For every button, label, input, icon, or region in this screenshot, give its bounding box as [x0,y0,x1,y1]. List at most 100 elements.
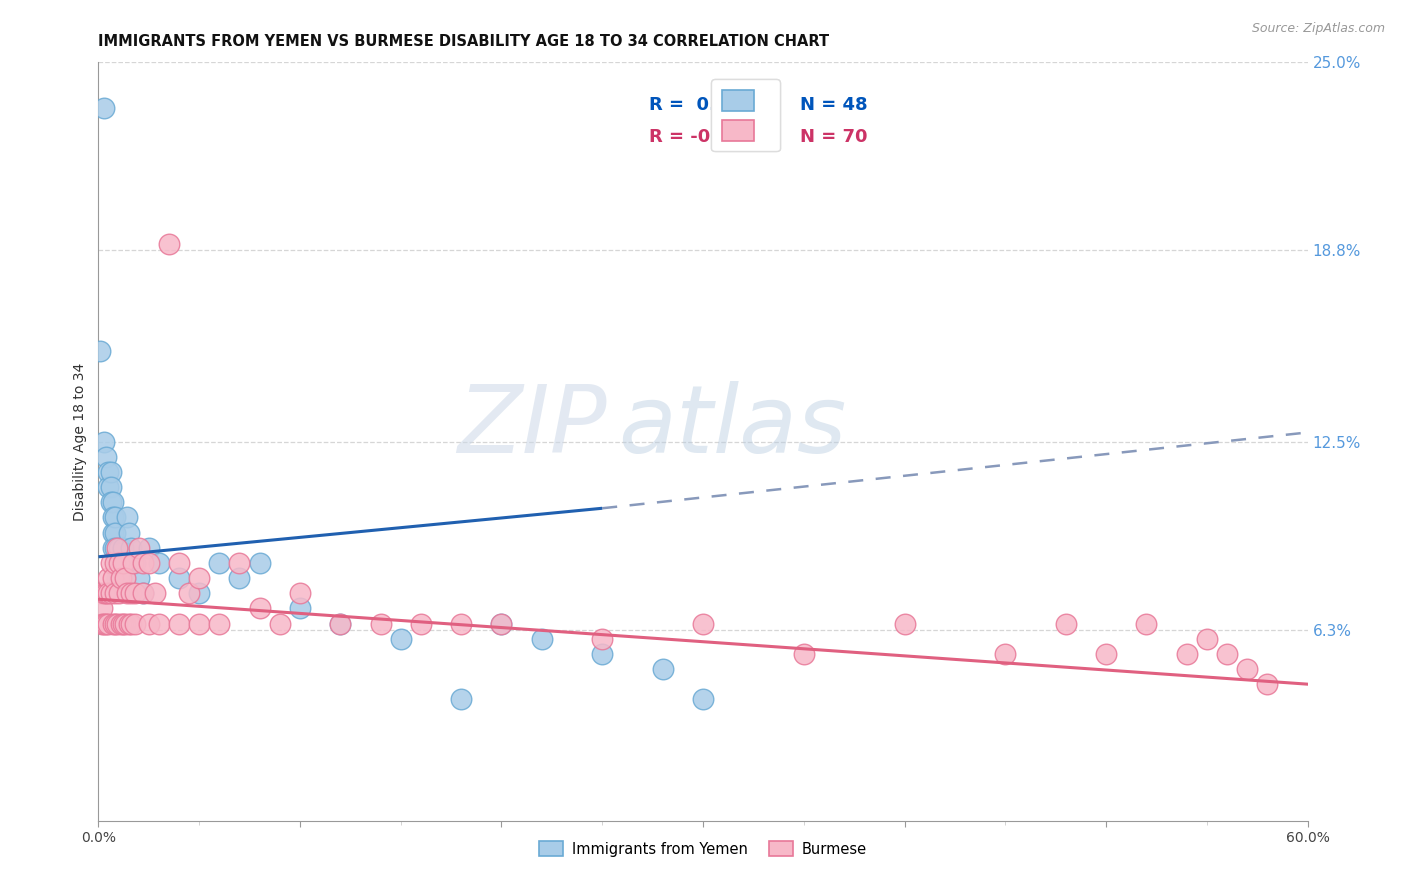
Point [97,616,120,631]
Point [101,510,124,524]
Point [143,586,166,600]
Point [107,586,129,600]
Point [101,525,124,540]
Point [148,556,170,570]
Point [329,616,352,631]
Point [1195,632,1218,646]
Point [105,571,128,585]
Point [138,556,160,570]
Point [651,662,673,676]
Point [101,616,124,631]
Point [111,556,134,570]
Point [96,586,118,600]
Point [93,586,115,600]
Point [103,616,125,631]
Text: ZIP: ZIP [457,381,606,472]
Point [107,556,129,570]
Y-axis label: Disability Age 18 to 34: Disability Age 18 to 34 [73,362,87,521]
Point [101,571,124,585]
Point [1135,616,1157,631]
Point [124,616,146,631]
Point [89,343,111,358]
Point [103,586,125,600]
Point [111,616,134,631]
Point [121,556,143,570]
Point [91,616,114,631]
Point [1175,647,1198,661]
Point [97,465,120,479]
Point [132,556,155,570]
Point [107,556,129,570]
Point [138,541,160,555]
Point [450,616,472,631]
Point [120,616,142,631]
Point [103,541,125,555]
Point [128,541,150,555]
Text: R =  0.057: R = 0.057 [648,96,754,114]
Point [91,601,114,615]
Point [103,525,125,540]
Point [115,510,138,524]
Point [111,541,134,555]
Point [100,495,122,509]
Point [208,556,231,570]
Point [105,541,128,555]
Point [994,647,1017,661]
Point [132,586,155,600]
Point [167,556,190,570]
Point [114,571,136,585]
Point [96,616,118,631]
Point [491,616,513,631]
Point [188,616,211,631]
Point [329,616,352,631]
Point [93,101,115,115]
Point [128,571,150,585]
Point [288,586,311,600]
Text: R = -0.148: R = -0.148 [648,128,755,146]
Point [288,601,311,615]
Point [110,616,132,631]
Point [188,571,211,585]
Point [110,571,132,585]
Point [100,556,122,570]
Point [530,632,553,646]
Point [249,601,271,615]
Point [157,237,180,252]
Point [103,556,125,570]
Point [893,616,915,631]
Text: IMMIGRANTS FROM YEMEN VS BURMESE DISABILITY AGE 18 TO 34 CORRELATION CHART: IMMIGRANTS FROM YEMEN VS BURMESE DISABIL… [98,34,830,49]
Point [97,571,120,585]
Point [132,586,155,600]
Point [591,647,613,661]
Point [228,556,250,570]
Point [370,616,392,631]
Point [118,616,141,631]
Point [120,541,142,555]
Point [591,632,613,646]
Point [107,571,129,585]
Point [115,586,138,600]
Point [110,556,132,570]
Point [120,586,142,600]
Point [1095,647,1118,661]
Text: Source: ZipAtlas.com: Source: ZipAtlas.com [1251,22,1385,36]
Point [107,541,129,555]
Point [93,616,115,631]
Point [100,480,122,494]
Point [97,586,120,600]
Point [114,616,136,631]
Point [1256,677,1278,691]
Point [97,480,120,494]
Point [450,692,472,706]
Point [1216,647,1239,661]
Point [409,616,432,631]
Point [148,616,170,631]
Point [249,556,271,570]
Point [793,647,815,661]
Point [491,616,513,631]
Point [105,616,128,631]
Point [103,510,125,524]
Point [188,586,211,600]
Point [692,692,714,706]
Point [101,541,124,555]
